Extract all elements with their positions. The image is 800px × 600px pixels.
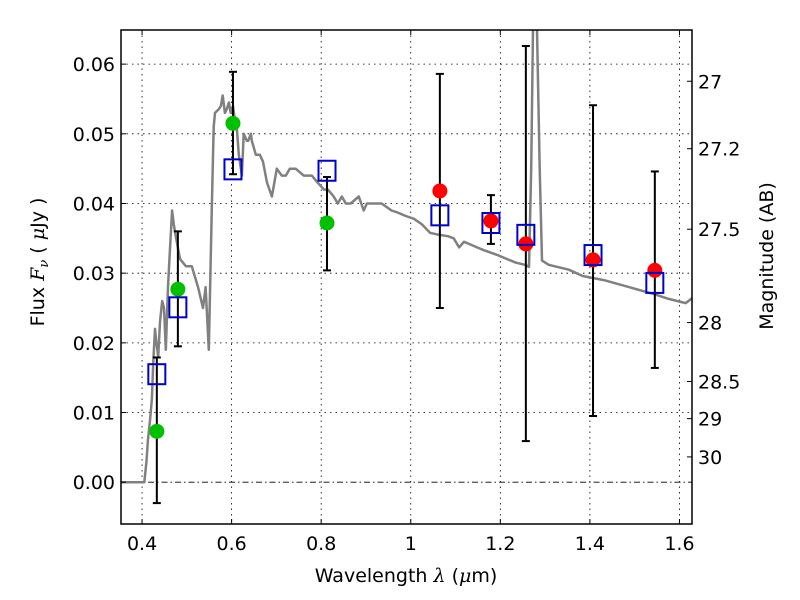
- x-tick-label: 1.6: [664, 533, 694, 555]
- x-label-text: Wavelength: [315, 565, 434, 587]
- right-tick-label: 27: [698, 71, 722, 93]
- y-tick-label: 0.06: [73, 54, 115, 76]
- y-label-text: Flux: [27, 281, 49, 327]
- photometry-low-sn-point: [225, 115, 241, 131]
- grid: [121, 30, 692, 524]
- right-axis-label: Magnitude (AB): [756, 182, 778, 330]
- model-photometry-point: [430, 204, 450, 227]
- right-tick-label: 27.2: [698, 139, 740, 161]
- y-tick-label: 0.04: [73, 193, 115, 215]
- photometry-point: [647, 262, 663, 278]
- model-photometry-point: [147, 363, 167, 386]
- y-tick-label: 0.01: [73, 403, 115, 425]
- y-label-mu: μ: [27, 228, 49, 240]
- photometry-point: [483, 213, 499, 229]
- right-axis-ticks: 27 27.2 27.5 28 28.5 29 30: [687, 71, 740, 469]
- x-tick-label: 0.6: [217, 533, 247, 555]
- x-label-unit: m): [471, 565, 497, 587]
- y-tick-label: 0.00: [73, 472, 115, 494]
- errorbar-layer: [152, 45, 659, 505]
- x-label-paren: (: [446, 565, 459, 587]
- right-tick-label: 29: [698, 409, 722, 431]
- right-tick-label: 27.5: [698, 219, 740, 241]
- model-photometry-point: [645, 271, 665, 294]
- y-label-F: F: [27, 267, 49, 282]
- model-photometry-point: [583, 244, 603, 267]
- spectrum-line: [121, 30, 692, 484]
- photometry-point: [585, 252, 601, 268]
- right-tick-label: 28: [698, 313, 722, 335]
- model-photometry-point: [481, 212, 501, 235]
- right-tick-label: 30: [698, 447, 722, 469]
- x-axis-label: Wavelength λ (μm): [315, 565, 498, 587]
- x-axis-ticks: 0.4 0.6 0.8 1 1.2 1.4 1.6: [127, 30, 695, 555]
- right-tick-label: 28.5: [698, 371, 740, 393]
- model-photometry-point: [168, 296, 188, 319]
- x-tick-label: 0.4: [127, 533, 157, 555]
- photometry-low-sn-point: [319, 215, 335, 231]
- x-tick-label: 1.4: [575, 533, 605, 555]
- x-label-mu: μ: [459, 565, 471, 587]
- x-tick-label: 1: [405, 533, 417, 555]
- y-axis-ticks: 0.00 0.01 0.02 0.03 0.04 0.05 0.06: [73, 54, 126, 494]
- model-photometry-point: [223, 158, 243, 181]
- photometry-low-sn-point: [170, 281, 186, 297]
- x-tick-label: 1.2: [485, 533, 515, 555]
- plot-frame: [120, 29, 693, 525]
- x-tick-label: 0.8: [306, 533, 336, 555]
- y-tick-label: 0.03: [73, 263, 115, 285]
- y-label-unit: Jy ): [27, 198, 49, 229]
- model-photometry-point: [317, 159, 337, 182]
- y-label-paren: (: [27, 240, 49, 260]
- spectrum-layer: [121, 30, 692, 484]
- photometry-point: [432, 183, 448, 199]
- x-label-lambda: λ: [432, 565, 445, 587]
- marker-layer: [147, 115, 665, 439]
- y-label-nu: ν: [37, 260, 52, 268]
- y-tick-label: 0.05: [73, 124, 115, 146]
- photometry-low-sn-point: [149, 423, 165, 439]
- model-photometry-point: [516, 223, 536, 246]
- y-tick-label: 0.02: [73, 333, 115, 355]
- y-axis-label: Flux Fν ( μJy ): [27, 198, 52, 327]
